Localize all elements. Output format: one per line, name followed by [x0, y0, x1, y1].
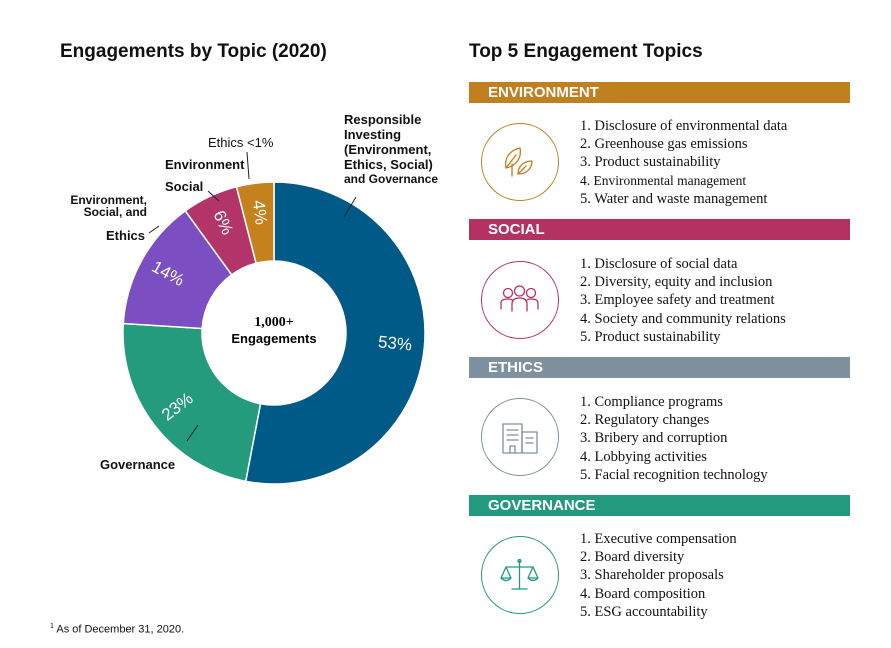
chart-title: Engagements by Topic (2020): [60, 41, 327, 62]
section-social-header: SOCIAL: [469, 219, 850, 240]
center-label-count: 1,000+: [254, 315, 294, 330]
building-icon: [481, 398, 559, 476]
leader-line: [186, 424, 199, 442]
label-responsible-investing: Responsible Investing (Environment, Ethics,…: [344, 112, 439, 186]
leader-line: [343, 196, 357, 218]
list-item: 1. Compliance programs: [580, 394, 723, 410]
list-item: 2. Diversity, equity and inclusion: [580, 274, 773, 291]
label-governance: Governance: [100, 457, 176, 472]
donut-chart: 53%23%14%6% 4% 1,000+ Engagements: [122, 151, 426, 485]
list-item: 2. Regulatory changes: [580, 412, 710, 429]
list-item: 3. Product sustainability: [580, 154, 721, 171]
social-topics-list: 1. Disclosure of social data 2. Diversity…: [580, 255, 786, 346]
list-item: 2. Board diversity: [580, 549, 685, 566]
list-item: 5. Water and waste management: [580, 190, 768, 207]
leader-lines: [148, 151, 357, 442]
section-environment-header: ENVIRONMENT: [469, 82, 850, 103]
list-item: 1. Disclosure of social data: [580, 256, 738, 272]
governance-topics-list: 1. Executive compensation 2. Board divers…: [580, 530, 737, 621]
leaf-icon: [481, 123, 559, 201]
donut-slice: [122, 322, 262, 483]
ethics-topics-list: 1. Compliance programs 2. Regulatory chan…: [580, 393, 768, 484]
leader-line: [148, 225, 160, 234]
center-label-text: Engagements: [231, 331, 316, 346]
topics-title: Top 5 Engagement Topics: [469, 41, 703, 62]
section-governance-header: GOVERNANCE: [469, 495, 850, 516]
donut-slices: [122, 181, 426, 485]
slice-value-label: 4%: [249, 199, 271, 226]
label-env-social-ethics: Environment, Social, and: [70, 193, 147, 219]
section-ethics-header: ETHICS: [469, 357, 850, 378]
list-item: 2. Greenhouse gas emissions: [580, 136, 748, 153]
label-ethics: Ethics <1%: [208, 135, 274, 150]
environment-topics-list: 1. Disclosure of environmental data 2. Gr…: [580, 117, 787, 208]
label-environment-social: Environment Social: [165, 157, 245, 194]
list-item: 5. Facial recognition technology: [580, 466, 768, 483]
leader-line: [207, 190, 220, 202]
donut-slice: [235, 181, 275, 265]
list-item: 5. Product sustainability: [580, 328, 721, 345]
list-item: 3. Bribery and corruption: [580, 430, 728, 447]
list-item: 1. Disclosure of environmental data: [580, 118, 788, 134]
footnote: 1 As of December 31, 2020.: [50, 623, 185, 636]
list-item: 4. Board composition: [580, 585, 706, 602]
list-item: 5. ESG accountability: [580, 603, 708, 620]
list-item: 4. Lobbying activities: [580, 448, 707, 465]
list-item: 3. Employee safety and treatment: [580, 292, 775, 309]
scales-icon: [481, 536, 559, 614]
list-item: 1. Executive compensation: [580, 531, 737, 547]
people-icon: [481, 261, 559, 339]
slice-value-label: 53%: [377, 332, 413, 354]
donut-slice: [244, 181, 426, 485]
label-ethics-line: Ethics: [106, 228, 146, 243]
list-item: 4. Society and community relations: [580, 310, 786, 327]
list-item: 3. Shareholder proposals: [580, 567, 724, 584]
leader-line: [246, 151, 250, 180]
list-item: 4. Environmental management: [580, 172, 747, 188]
